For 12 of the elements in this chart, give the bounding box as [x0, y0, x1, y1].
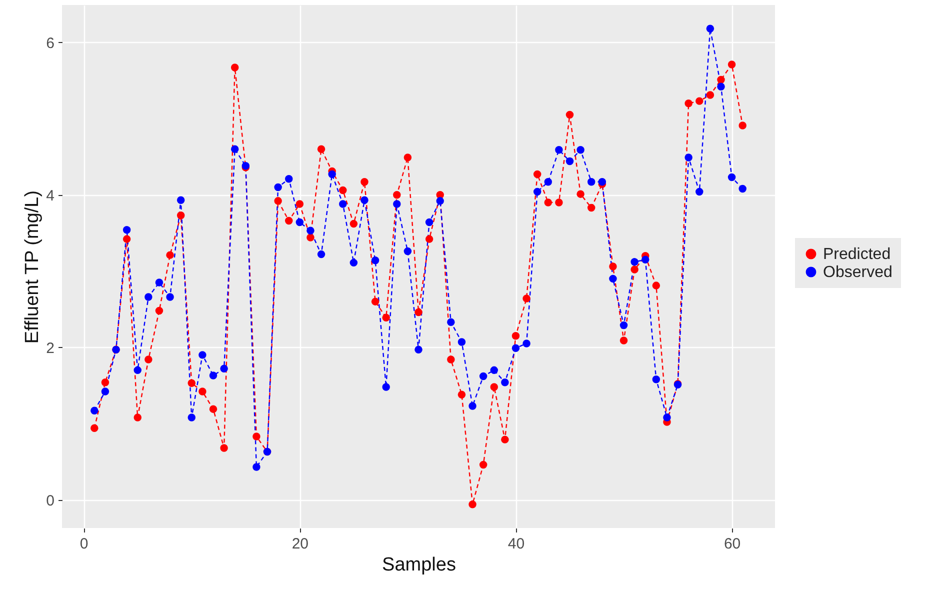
x-tick-label: 20: [292, 536, 309, 552]
y-tick-label: 2: [46, 340, 54, 357]
x-tick-label: 60: [724, 536, 741, 552]
y-tick-label: 0: [46, 492, 54, 510]
y-tick-label: 4: [46, 187, 54, 204]
x-tick-label: 40: [508, 536, 525, 552]
y-axis-title: Effluent TP (mg/L): [22, 190, 44, 344]
legend-label: Predicted: [823, 246, 891, 263]
y-tick-label: 6: [46, 34, 54, 52]
x-axis-title: Samples: [382, 554, 456, 576]
x-tick-label: 0: [80, 536, 88, 552]
legend-label: Observed: [823, 264, 892, 281]
